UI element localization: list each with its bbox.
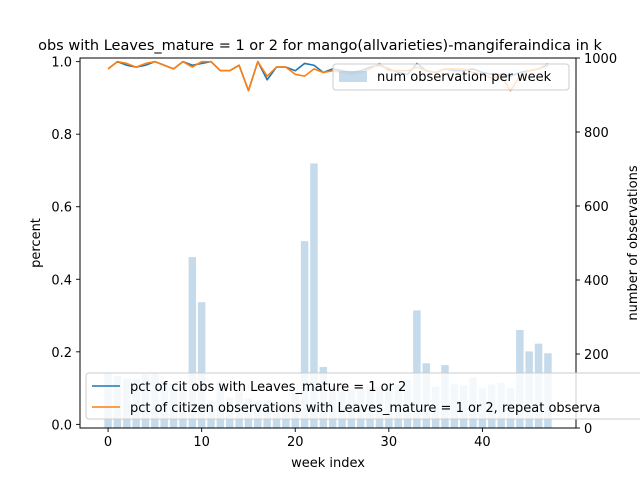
x-tick-label-10: 10 <box>193 435 210 450</box>
legend-lines-frame <box>85 372 640 420</box>
y2-tick-label-600: 600 <box>584 200 609 215</box>
y-tick-label-0: 0.0 <box>51 418 72 433</box>
bar-week-10 <box>197 302 206 428</box>
y2-tick-label-0: 0 <box>584 422 592 437</box>
bar-week-21 <box>300 241 309 428</box>
bar-week-9 <box>188 257 197 428</box>
chart-title: obs with Leaves_mature = 1 or 2 for mang… <box>38 38 602 54</box>
legend-bars: num observation per week <box>332 63 570 91</box>
y-axis-ticks: 0.0 0.2 0.4 0.6 0.8 1.0 <box>51 56 80 433</box>
legend-bars-label: num observation per week <box>377 70 552 85</box>
x-axis-label: week index <box>291 456 365 471</box>
x-axis-ticks: 0 10 20 30 40 <box>104 428 491 450</box>
bar-week-22 <box>310 163 318 428</box>
x-tick-label-20: 20 <box>287 435 304 450</box>
legend-lines: pct of cit obs with Leaves_mature = 1 or… <box>85 372 640 420</box>
x-tick-label-0: 0 <box>104 435 112 450</box>
y2-axis-label: number of observations <box>626 165 640 320</box>
y2-tick-label-400: 400 <box>584 274 609 289</box>
y-tick-label-0.6: 0.6 <box>51 201 72 216</box>
legend-line-1-label: pct of cit obs with Leaves_mature = 1 or… <box>130 380 406 395</box>
y2-tick-label-1000: 1000 <box>584 52 617 67</box>
legend-bars-frame <box>332 63 570 91</box>
y-tick-label-0.2: 0.2 <box>51 346 72 361</box>
y-tick-label-0.4: 0.4 <box>51 273 72 288</box>
y-axis-label: percent <box>29 218 44 268</box>
y-tick-label-0.8: 0.8 <box>51 128 72 143</box>
y-tick-label-1: 1.0 <box>51 56 72 71</box>
x-tick-label-40: 40 <box>474 435 491 450</box>
y2-tick-label-800: 800 <box>584 126 609 141</box>
bar-week-33 <box>413 310 421 428</box>
y2-tick-label-200: 200 <box>584 348 609 363</box>
legend-line-2-label: pct of citizen observations with Leaves_… <box>130 401 600 416</box>
x-tick-label-30: 30 <box>381 435 398 450</box>
y2-axis-ticks: 0 200 400 600 800 1000 <box>576 52 617 437</box>
plot-frame <box>79 57 577 429</box>
legend-bars-swatch <box>339 71 367 82</box>
